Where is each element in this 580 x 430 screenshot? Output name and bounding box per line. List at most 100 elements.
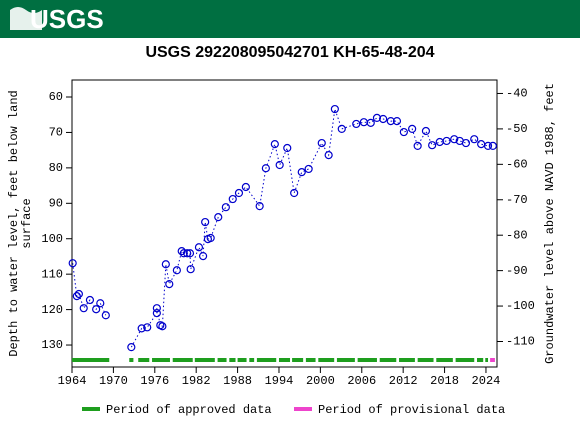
data-point xyxy=(201,217,210,227)
data-point xyxy=(72,292,81,301)
period-bar xyxy=(194,358,215,362)
period-bar xyxy=(455,358,475,362)
y-axis-label: Depth to water level, feet below land xyxy=(7,90,21,356)
y2-tick-label: -50 xyxy=(506,122,528,136)
period-bar xyxy=(256,358,277,362)
data-point xyxy=(101,311,110,320)
data-point xyxy=(450,135,459,144)
data-point xyxy=(194,243,204,252)
x-tick-label: 2006 xyxy=(347,374,376,388)
x-tick-label: 1976 xyxy=(140,374,169,388)
data-line xyxy=(130,108,493,348)
y-tick-label: 60 xyxy=(49,90,63,104)
y-tick-label: 110 xyxy=(41,267,63,281)
data-point xyxy=(470,135,479,144)
legend-swatch xyxy=(82,407,100,411)
data-point xyxy=(152,304,161,313)
period-bar xyxy=(152,358,170,362)
data-point xyxy=(421,126,431,136)
data-point xyxy=(399,127,408,137)
period-bar xyxy=(217,358,227,362)
y-tick-label: 80 xyxy=(49,161,63,175)
x-tick-label: 2024 xyxy=(472,374,501,388)
data-point xyxy=(152,309,161,318)
y-axis-label: surface xyxy=(20,198,34,248)
data-point xyxy=(183,249,192,258)
period-bar xyxy=(336,358,355,362)
data-point xyxy=(283,143,292,153)
data-point xyxy=(379,114,388,124)
period-bar xyxy=(399,358,415,362)
period-bar xyxy=(417,358,434,362)
data-point xyxy=(241,182,250,192)
logo-icon xyxy=(10,7,42,30)
y2-tick-label: -70 xyxy=(506,193,528,207)
legend-label: Period of provisional data xyxy=(318,403,505,417)
period-bar xyxy=(490,358,495,362)
data-point xyxy=(186,265,195,274)
legend-label: Period of approved data xyxy=(106,403,272,417)
data-point xyxy=(206,233,215,243)
data-point xyxy=(79,304,88,313)
data-point xyxy=(96,299,105,308)
plot-frame xyxy=(71,79,498,368)
data-point xyxy=(68,259,77,268)
x-tick-label: 1982 xyxy=(182,374,211,388)
data-point xyxy=(442,136,451,146)
data-point xyxy=(386,117,395,126)
data-point xyxy=(158,322,167,331)
y2-tick-label: -100 xyxy=(506,299,535,313)
data-point xyxy=(392,117,402,126)
x-tick-label: 2012 xyxy=(389,374,418,388)
x-tick-label: 2000 xyxy=(306,374,335,388)
y2-axis-label: Groundwater level above NAVD 1988, feet xyxy=(543,83,557,364)
data-point xyxy=(185,249,195,258)
data-point xyxy=(198,251,208,261)
data-point xyxy=(143,323,152,332)
data-point xyxy=(214,213,223,222)
data-point xyxy=(304,164,313,174)
data-point xyxy=(317,138,326,148)
period-bar xyxy=(318,358,335,362)
header-bar xyxy=(0,0,580,38)
data-point xyxy=(359,118,368,127)
x-tick-label: 1970 xyxy=(99,374,128,388)
y2-tick-label: -80 xyxy=(506,228,528,242)
data-point xyxy=(413,141,422,151)
data-point xyxy=(172,266,181,275)
data-point xyxy=(165,279,174,289)
data-point xyxy=(330,104,339,114)
data-point xyxy=(324,151,333,160)
y2-tick-label: -90 xyxy=(506,264,528,278)
data-point xyxy=(234,188,244,198)
data-point xyxy=(92,305,101,314)
period-bar xyxy=(305,358,316,362)
data-point xyxy=(366,118,375,127)
y-tick-label: 90 xyxy=(49,196,63,210)
period-bar xyxy=(485,358,489,362)
data-point xyxy=(221,203,230,212)
x-tick-label: 1994 xyxy=(265,374,294,388)
y2-tick-label: -60 xyxy=(506,158,528,172)
data-point xyxy=(275,160,284,170)
y-tick-label: 100 xyxy=(41,232,63,246)
data-point xyxy=(477,140,486,149)
period-bar xyxy=(476,358,484,362)
period-bar xyxy=(229,358,236,362)
data-point xyxy=(297,168,306,177)
period-bar xyxy=(138,358,150,362)
data-point xyxy=(408,124,417,133)
data-point xyxy=(179,249,188,258)
data-point xyxy=(372,113,382,123)
period-bar xyxy=(292,358,304,362)
data-point xyxy=(228,194,237,204)
data-point xyxy=(290,188,299,198)
data-point xyxy=(255,202,264,211)
period-bar xyxy=(357,358,377,362)
period-bar xyxy=(172,358,193,362)
data-point xyxy=(85,295,95,305)
period-bar xyxy=(436,358,453,362)
period-bar xyxy=(278,358,291,362)
y2-tick-label: -110 xyxy=(506,335,535,349)
